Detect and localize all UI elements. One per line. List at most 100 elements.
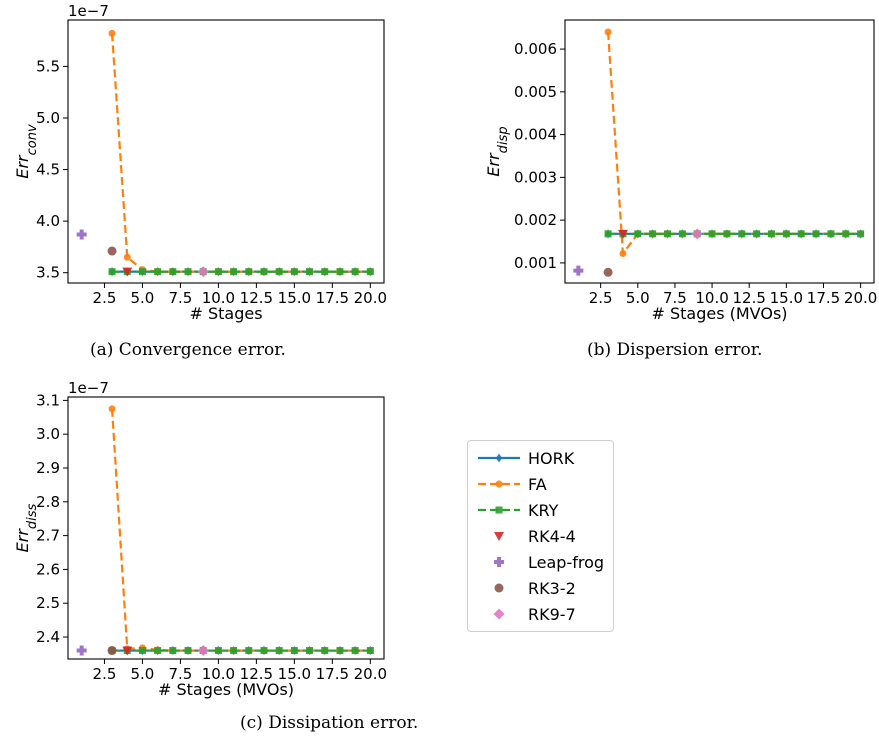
series-line-fa [110,33,371,273]
point-kry-2 [138,647,146,655]
point-kry-7 [708,230,716,238]
point-kry-3 [649,230,657,238]
legend-item-kry: KRY [476,499,558,521]
point-kry-9 [738,230,746,238]
y-tick-label: 2.8 [36,493,60,511]
point-kry-4 [169,268,177,276]
point-kry-13 [797,230,805,238]
legend-swatch-leap-frog [494,557,504,567]
legend-marker-leap-frog [494,557,504,567]
point-rk3-2-0 [603,267,613,277]
point-kry-16 [351,647,359,655]
point-kry-17 [366,647,374,655]
y-tick-label: 0.002 [514,211,557,229]
axis-offset-text: 1e−7 [68,379,109,397]
point-kry-7 [214,268,222,276]
series-rk3-2 [603,267,613,277]
point-rk9-7-0 [197,266,209,278]
series-rk9-7 [691,228,703,240]
legend-label-rk4-4: RK4-4 [528,526,576,546]
legend-label-hork: HORK [528,448,575,468]
point-leap-frog-0 [573,265,584,276]
legend-marker-hork [495,453,503,463]
point-kry-11 [275,268,283,276]
legend-marker-rk4-4 [494,532,504,541]
point-kry-17 [857,230,865,238]
subplot-convergence-error: 2.5 5.0 7.5 10.0 12.5 15.0 17.5 20.0 3.5 4.0 4.5 5.… [13,2,387,323]
legend-swatch-kry [478,506,520,514]
y-tick-label: 4.5 [36,161,60,179]
legend-item-rk4-4: RK4-4 [476,525,576,547]
legend-item-rk3-2: RK3-2 [476,577,576,599]
legend-marker-rk9-7 [493,608,505,620]
legend-label-rk9-7: RK9-7 [528,604,576,624]
x-tick-label: 7.5 [168,665,192,683]
point-kry-5 [184,647,192,655]
point-rk4-4-0 [617,229,628,239]
point-kry-11 [767,230,775,238]
point-rk3-2-0 [107,646,117,656]
x-tick-label: 20.0 [844,289,877,307]
y-tick-label: 5.0 [36,109,60,127]
point-fa-1 [123,253,131,261]
legend-marker-rk3-2 [494,583,504,593]
point-kry-5 [184,268,192,276]
series-line-fa [110,408,371,652]
x-tick-label: 17.5 [807,289,840,307]
x-tick-label: 20.0 [354,289,387,307]
x-tick-label: 12.5 [733,289,766,307]
y-tick-label: 0.004 [514,126,557,144]
legend-marker-kry [495,506,503,514]
x-tick-label: 15.0 [770,289,803,307]
point-kry-15 [336,268,344,276]
point-kry-14 [321,647,329,655]
point-kry-12 [782,230,790,238]
legend-swatch-hork [478,453,520,463]
x-tick-label: 2.5 [93,665,117,683]
x-tick-label: 5.0 [626,289,650,307]
point-kry-14 [321,268,329,276]
x-tick-label: 12.5 [240,289,273,307]
point-rk4-4-0 [122,267,133,277]
caption-b: (b) Dispersion error. [587,340,763,360]
axis-offset-text: 1e−7 [68,2,109,20]
y-tick-label: 0.006 [514,40,557,58]
y-tick-label: 2.5 [36,594,60,612]
x-tick-label: 15.0 [278,289,311,307]
point-kry-10 [753,230,761,238]
series-rk3-2 [107,646,117,656]
x-tick-label: 7.5 [168,289,192,307]
y-axis-label: Errdisp [484,126,511,176]
legend-item-hork: HORK [476,447,574,469]
point-kry-3 [154,647,162,655]
axes-frame [564,19,875,284]
x-tick-label: 7.5 [663,289,687,307]
x-tick-label: 17.5 [316,289,349,307]
legend-swatch-rk3-2 [494,583,504,593]
point-kry-15 [336,647,344,655]
point-rk4-4-0 [122,646,133,656]
y-tick-label: 0.001 [514,254,557,272]
point-kry-12 [290,647,298,655]
y-axis-label: Errconv [13,124,40,179]
point-kry-4 [169,647,177,655]
axes-frame [67,19,385,284]
legend-item-leap-frog: Leap-frog [476,551,604,573]
y-tick-label: 3.5 [36,264,60,282]
legend-item-rk9-7: RK9-7 [476,603,576,625]
x-tick-label: 20.0 [354,665,387,683]
point-kry-0 [108,268,116,276]
x-tick-label: 2.5 [589,289,613,307]
point-kry-16 [351,268,359,276]
point-rk3-2-0 [107,246,117,256]
y-tick-label: 3.0 [36,425,60,443]
point-kry-17 [366,268,374,276]
y-tick-label: 2.9 [36,459,60,477]
point-kry-13 [306,268,314,276]
legend-label-kry: KRY [528,500,559,520]
point-kry-10 [260,647,268,655]
series-rk4-4 [122,267,133,277]
legend: HORK FA KRY RK4-4 Leap-frog RK3-2 RK9-7 [467,440,614,632]
point-kry-8 [230,268,238,276]
y-axis-label: Errdiss [13,503,40,552]
